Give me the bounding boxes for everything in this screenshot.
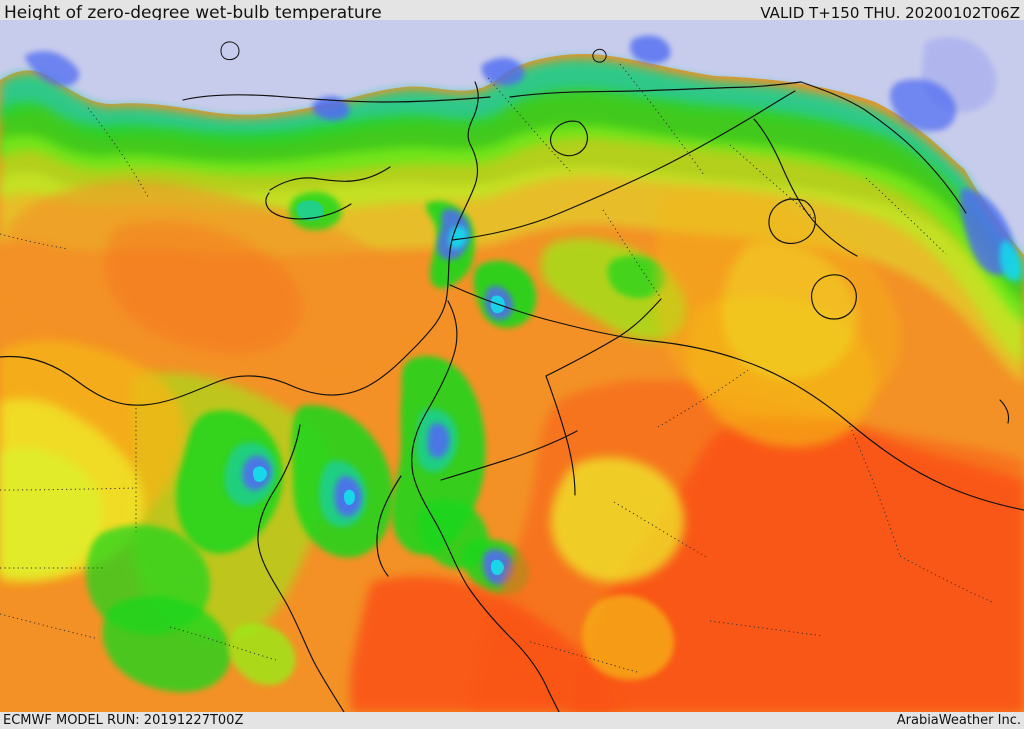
north-blue-highlights	[24, 35, 1022, 282]
arabian-hot-zone	[350, 296, 1024, 712]
map-title: Height of zero-degree wet-bulb temperatu…	[4, 3, 382, 23]
dotted-internal-borders	[0, 63, 993, 673]
iraq-central-bands	[655, 191, 901, 421]
sinai-southern-levant	[102, 355, 530, 693]
credit-label: ArabiaWeather Inc.	[896, 713, 1021, 728]
header-bar: Height of zero-degree wet-bulb temperatu…	[0, 0, 1024, 23]
weather-map	[0, 20, 1024, 712]
mediterranean-warm-zone	[0, 180, 415, 365]
small-islands	[220, 41, 607, 63]
valid-time: VALID T+150 THU. 20200102T06Z	[760, 4, 1020, 22]
model-run: ECMWF MODEL RUN: 20191227T00Z	[3, 713, 244, 728]
footer-bar: ECMWF MODEL RUN: 20191227T00Z ArabiaWeat…	[0, 712, 1024, 729]
map-svg	[0, 20, 1024, 712]
coastline-borders	[0, 81, 1024, 712]
egypt-warm-zone	[0, 340, 211, 635]
